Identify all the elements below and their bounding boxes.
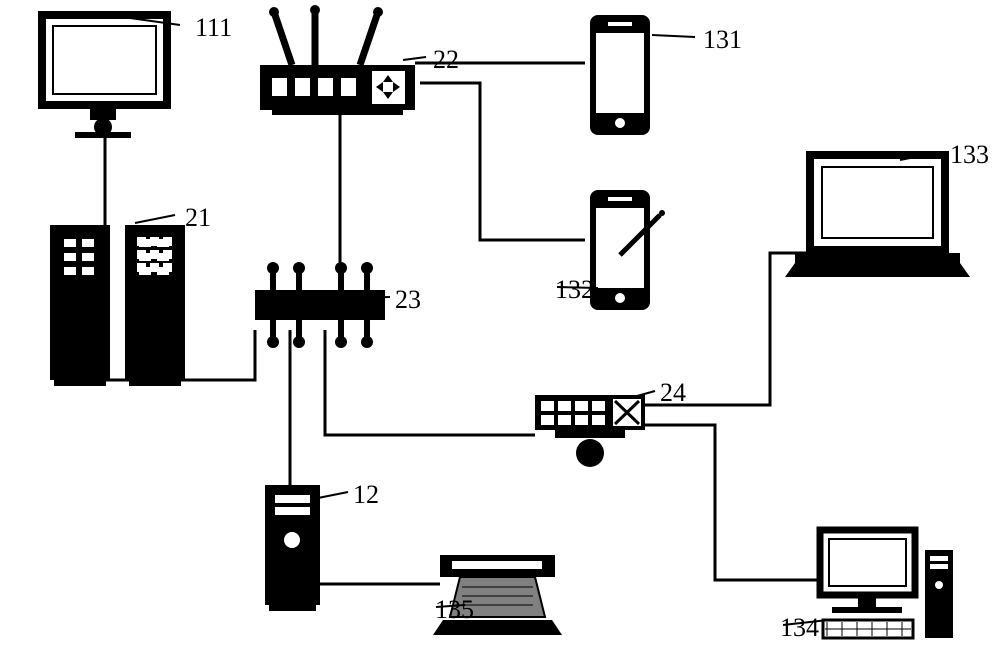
- label-phone_low_132: 132: [555, 275, 594, 304]
- label-laptop_133: 133: [950, 140, 989, 169]
- label-router_22: 22: [433, 45, 459, 74]
- pc-tower-icon: [265, 485, 320, 611]
- server-pair-icon: [50, 225, 185, 386]
- label-server_pair_21: 21: [185, 203, 211, 232]
- hub-icon: [255, 262, 385, 348]
- laptop-icon: [785, 155, 970, 277]
- label-printer_135: 135: [435, 595, 474, 624]
- icons-layer: [42, 5, 970, 638]
- label-switch_24: 24: [660, 378, 686, 407]
- label-hub_23: 23: [395, 285, 421, 314]
- phone-icon: [590, 15, 650, 135]
- label-monitor_111: 111: [195, 13, 232, 42]
- switch-icon: [535, 395, 645, 467]
- phone-stylus-icon: [590, 190, 665, 310]
- desktop-icon: [820, 530, 953, 638]
- label-pc_134: 134: [780, 613, 819, 642]
- router-icon: [260, 5, 415, 115]
- label-tower_12: 12: [353, 480, 379, 509]
- label-phone_top_131: 131: [703, 25, 742, 54]
- monitor-icon: [42, 15, 167, 138]
